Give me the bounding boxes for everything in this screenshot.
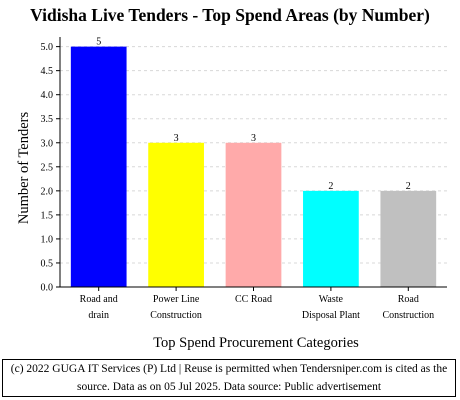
bars-layer: 5 3 3 2 2 <box>70 37 437 287</box>
bar <box>380 190 437 287</box>
x-tick-label: Disposal Plant <box>302 310 360 321</box>
x-axis-label: Top Spend Procurement Categories <box>153 335 359 351</box>
y-tick-label: 1.0 <box>41 234 54 245</box>
x-tick-label: Construction <box>382 310 434 321</box>
y-axis-label: Number of Tenders <box>16 112 32 225</box>
footer-line-1: (c) 2022 GUGA IT Services (P) Ltd | Reus… <box>10 363 448 375</box>
y-tick-label: 4.0 <box>41 90 54 101</box>
bar <box>70 46 127 287</box>
x-tick-label: CC Road <box>235 294 272 305</box>
axis-layer: 0.0 0.5 1.0 1.5 2.0 2.5 3.0 3.5 4.0 4.5 5.0 Road an… <box>41 37 447 321</box>
y-tick-label: 5.0 <box>41 42 54 53</box>
y-tick-label: 4.5 <box>41 66 54 77</box>
x-tick-label: drain <box>88 310 109 321</box>
x-tick-label: Power Line <box>153 294 200 305</box>
x-tick-label: Waste <box>319 294 344 305</box>
footer-line-2: source. Data as on 05 Jul 2025. Data sou… <box>76 381 382 393</box>
bar-value-label: 2 <box>328 181 333 192</box>
bar-value-label: 3 <box>251 133 256 144</box>
bar-value-label: 3 <box>174 133 179 144</box>
y-tick-label: 3.5 <box>41 114 54 125</box>
bar <box>225 142 282 287</box>
y-tick-label: 2.5 <box>41 162 54 173</box>
bar <box>303 190 359 287</box>
x-tick-label: Construction <box>150 310 202 321</box>
bar <box>148 142 204 287</box>
y-tick-label: 1.5 <box>41 210 54 221</box>
x-tick-label: Road and <box>80 294 118 305</box>
footer-credit: (c) 2022 GUGA IT Services (P) Ltd | Reus… <box>2 359 456 397</box>
bar-chart: 5 3 3 2 2 0.0 0.5 1.0 1.5 2.0 2.5 3.0 3.5 4.0 4.5 5.0 R… <box>16 37 447 351</box>
y-tick-label: 2.0 <box>41 186 54 197</box>
x-tick-label: Road <box>398 294 419 305</box>
y-tick-label: 0.5 <box>41 258 54 269</box>
chart-title: Vidisha Live Tenders - Top Spend Areas (… <box>30 5 430 25</box>
y-tick-label: 3.0 <box>41 138 54 149</box>
bar-value-label: 2 <box>406 181 411 192</box>
bar-value-label: 5 <box>96 37 101 48</box>
y-tick-label: 0.0 <box>41 283 54 294</box>
